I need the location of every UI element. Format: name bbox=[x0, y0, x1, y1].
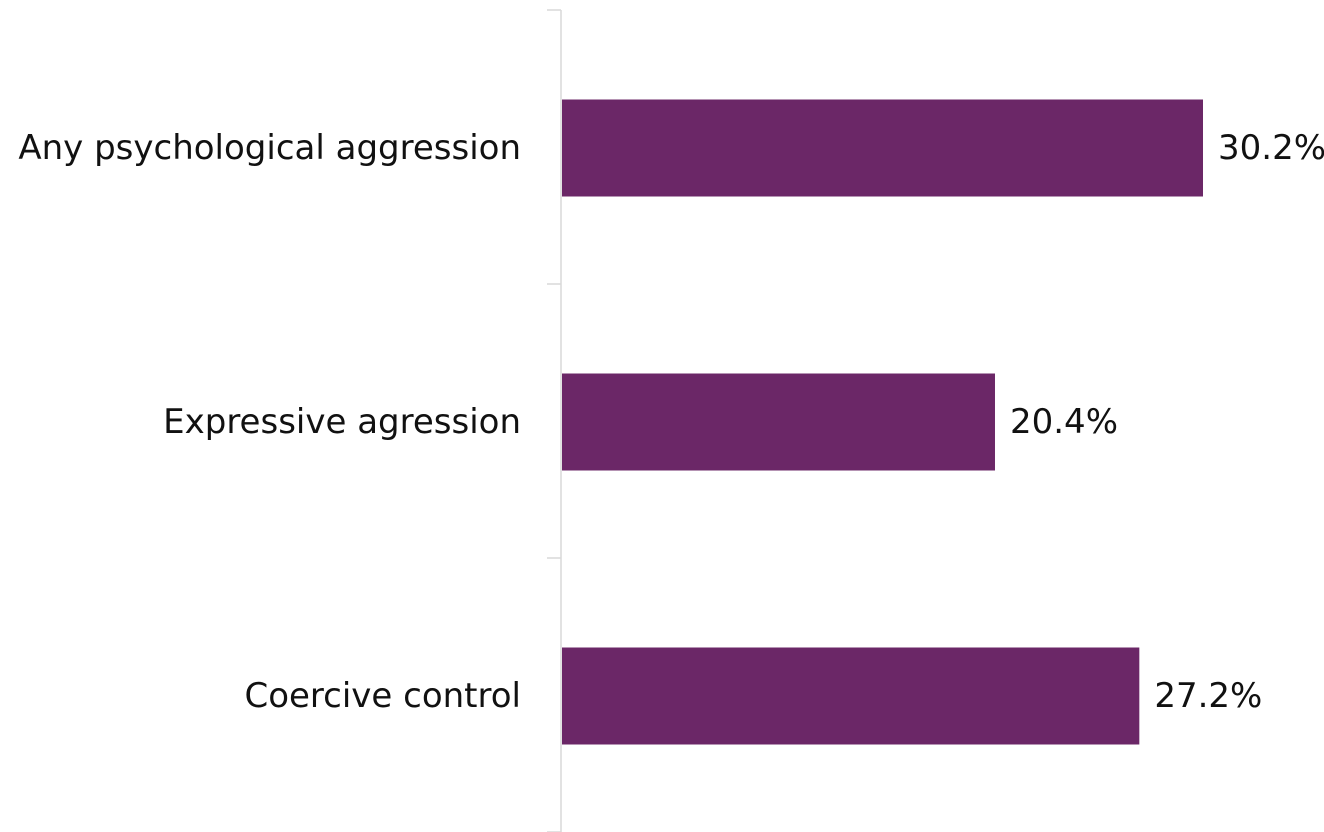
axis-layer bbox=[547, 9, 562, 832]
data-label: 30.2% bbox=[1218, 128, 1324, 168]
bars-layer bbox=[562, 99, 1203, 745]
data-label: 27.2% bbox=[1154, 676, 1262, 716]
category-label: Any psychological aggression bbox=[18, 128, 521, 168]
bar bbox=[562, 99, 1203, 197]
category-label: Coercive control bbox=[244, 676, 521, 716]
labels-layer: Any psychological aggression 30.2% Express… bbox=[18, 128, 1324, 716]
bar bbox=[562, 373, 995, 471]
bar bbox=[562, 647, 1140, 745]
category-label: Expressive agression bbox=[163, 402, 521, 442]
data-label: 20.4% bbox=[1010, 402, 1118, 442]
